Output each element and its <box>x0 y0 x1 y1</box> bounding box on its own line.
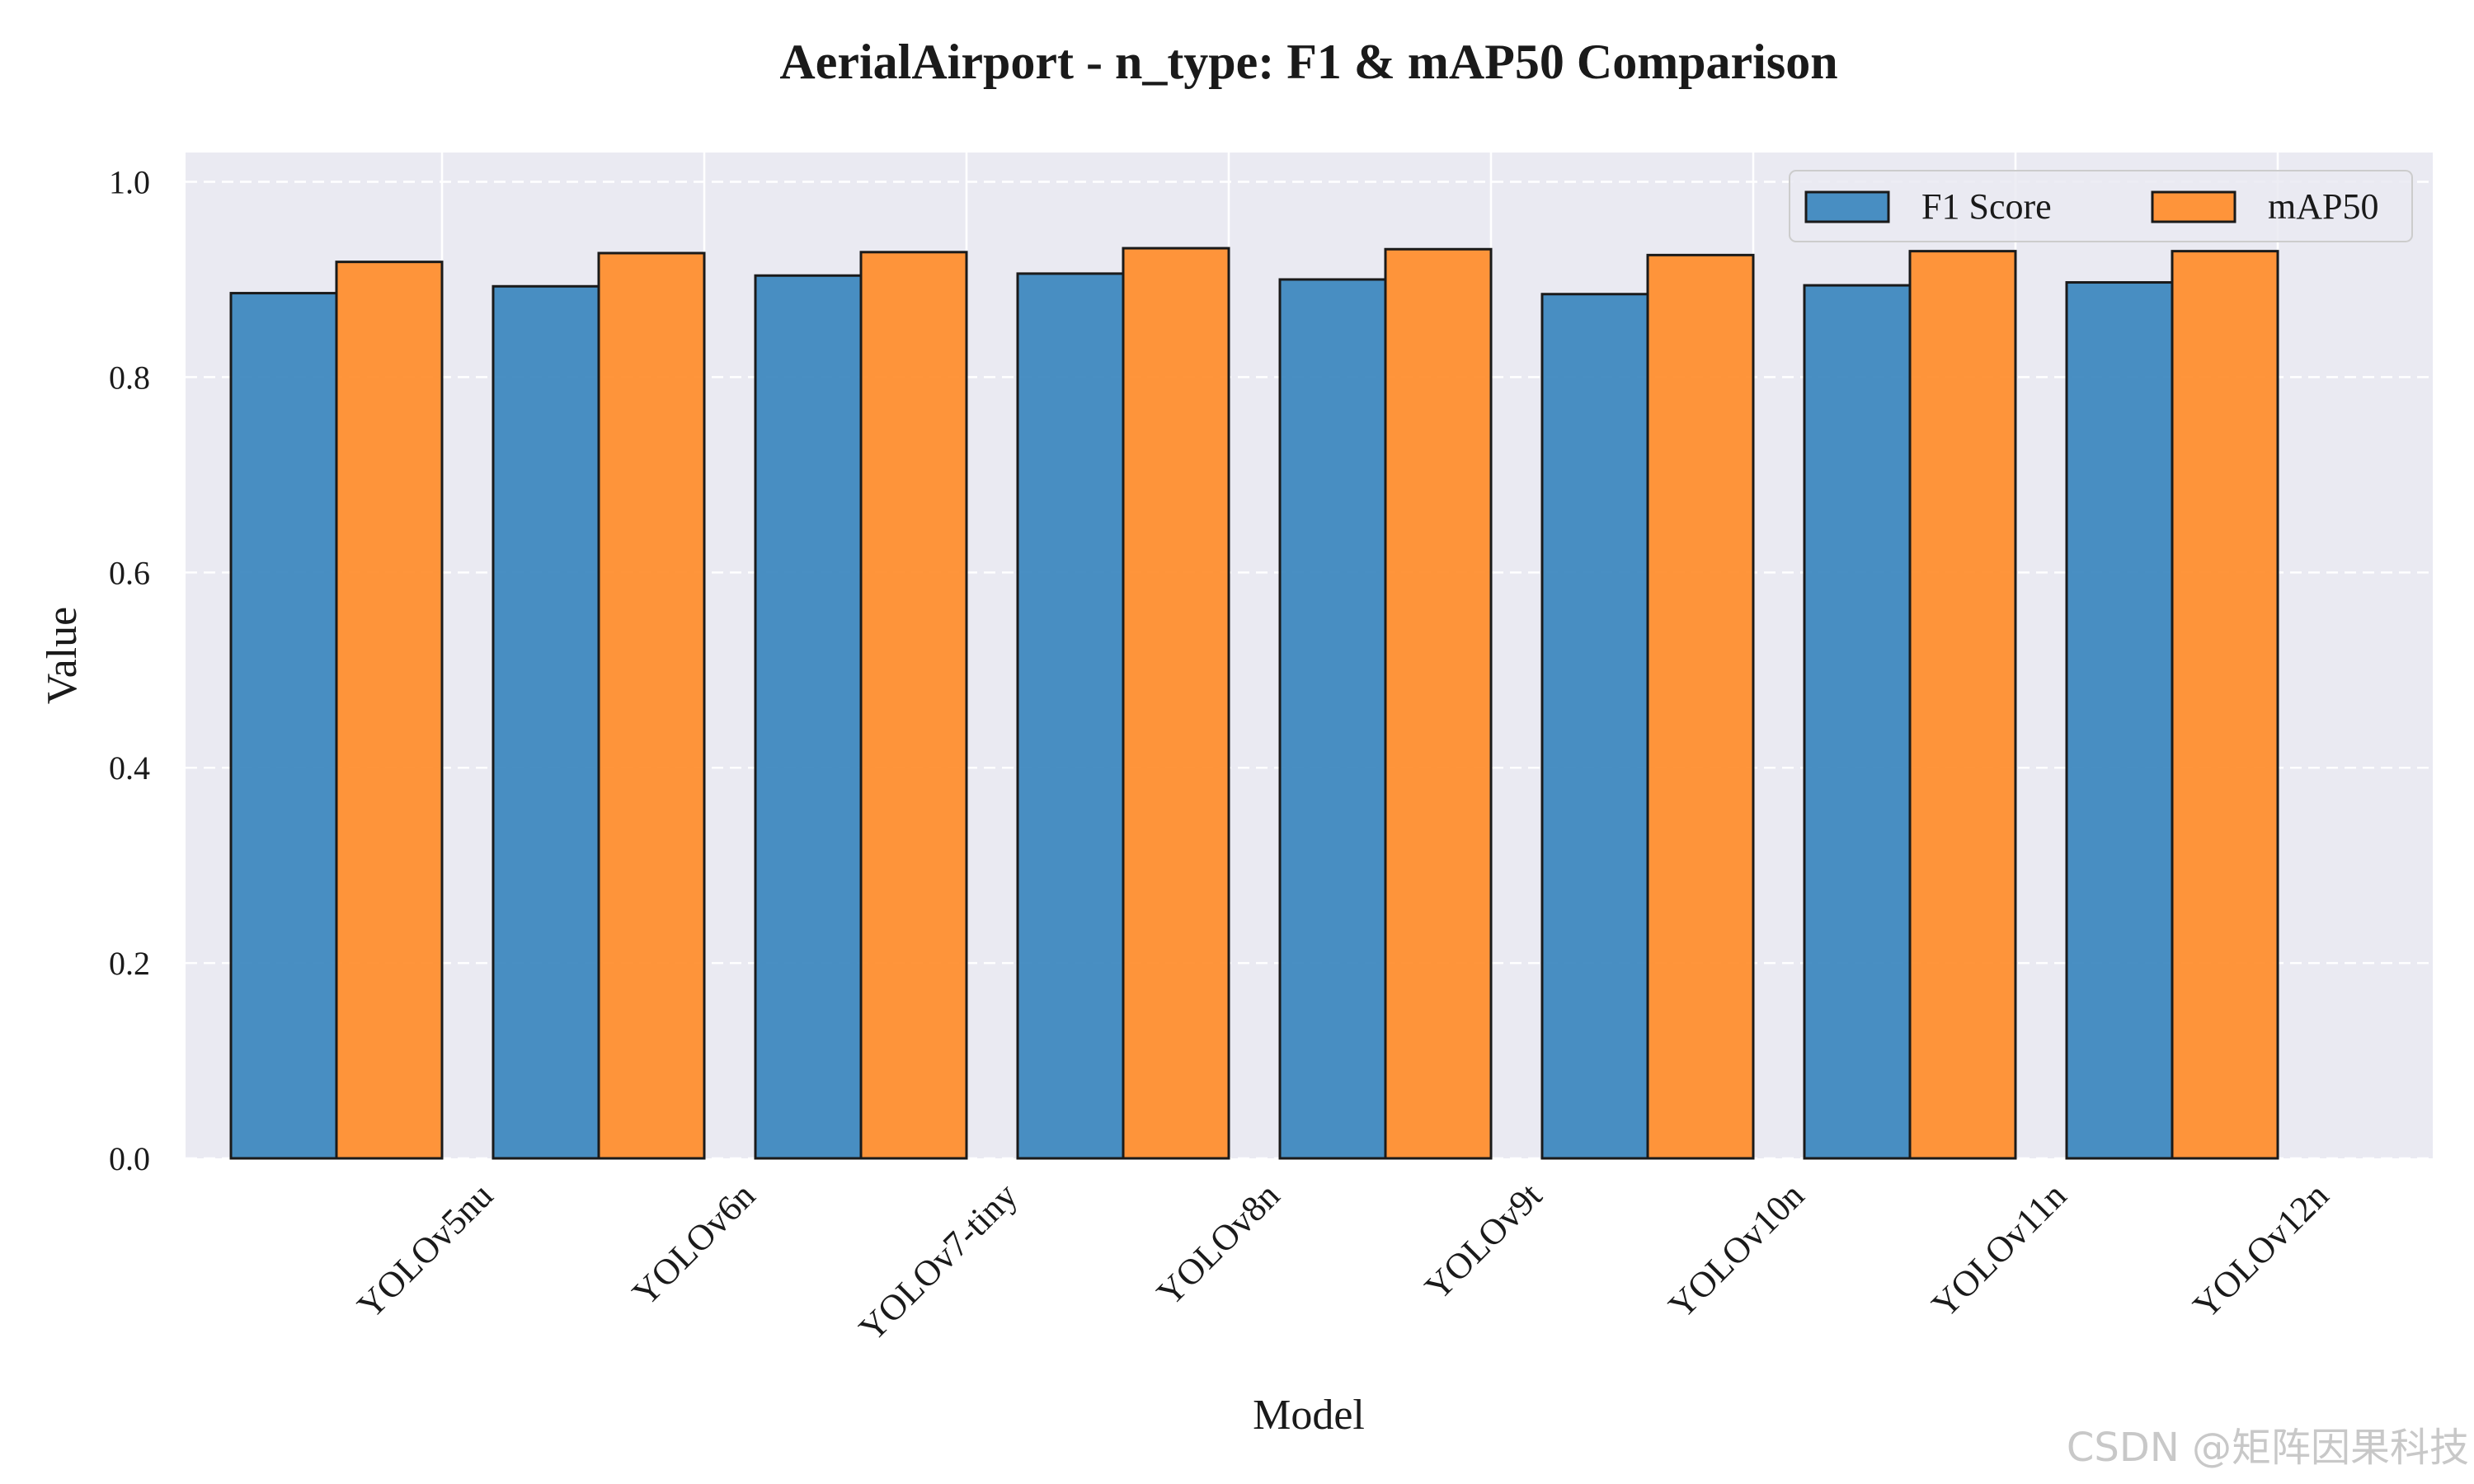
legend-label-f1: F1 Score <box>1921 186 2052 227</box>
legend-swatch-f1 <box>1804 190 1890 223</box>
bar-f1-yolov7-tiny <box>754 274 863 1160</box>
bars-layer <box>229 247 2279 1160</box>
bar-f1-yolov12n <box>2065 281 2174 1160</box>
legend-box <box>1789 170 2413 242</box>
x-ticks: YOLOv5nu YOLOv6n YOLOv7-tiny YOLOv8n YOLOv9t… <box>350 1175 2336 1349</box>
bar-map50-yolov11n <box>1908 250 2017 1160</box>
bar-map50-yolov9t <box>1384 247 1493 1160</box>
x-tick-label: YOLOv12n <box>2185 1175 2336 1326</box>
y-tick-label: 0.0 <box>109 1140 150 1177</box>
x-tick-label: YOLOv8n <box>1149 1175 1287 1313</box>
watermark: CSDN @矩阵因果科技 <box>2066 1425 2469 1471</box>
bar-f1-yolov6n <box>492 284 600 1160</box>
x-axis-label: Model <box>1253 1392 1365 1439</box>
bar-f1-yolov5nu <box>229 292 338 1160</box>
x-tick-label: YOLOv5nu <box>350 1175 501 1326</box>
legend-swatch-map50 <box>2151 190 2236 223</box>
y-tick-label: 0.6 <box>109 554 150 591</box>
bar-map50-yolov6n <box>597 251 706 1160</box>
chart-title: AerialAirport - n_type: F1 & mAP50 Compa… <box>779 35 1837 89</box>
x-tick-label: YOLOv6n <box>624 1175 763 1313</box>
bar-map50-yolov7-tiny <box>859 251 968 1160</box>
x-tick-label: YOLOv11n <box>1924 1175 2074 1325</box>
bar-map50-yolov8n <box>1122 247 1230 1160</box>
bar-f1-yolov10n <box>1540 293 1649 1160</box>
y-tick-label: 1.0 <box>109 164 150 201</box>
y-ticks: 0.0 0.2 0.4 0.6 0.8 1.0 <box>109 164 150 1177</box>
bar-f1-yolov8n <box>1016 272 1125 1160</box>
y-tick-label: 0.2 <box>109 945 150 982</box>
legend-label-map50: mAP50 <box>2268 186 2378 227</box>
x-tick-label: YOLOv7-tiny <box>851 1175 1025 1349</box>
bar-map50-yolov10n <box>1646 253 1755 1160</box>
bar-map50-yolov12n <box>2171 250 2279 1160</box>
y-tick-label: 0.8 <box>109 359 150 396</box>
x-tick-label: YOLOv10n <box>1661 1175 1812 1326</box>
y-axis-label: Value <box>39 607 86 704</box>
y-tick-label: 0.4 <box>109 749 150 787</box>
bar-f1-yolov9t <box>1278 278 1387 1160</box>
legend: F1 Score mAP50 <box>1789 170 2413 242</box>
bar-f1-yolov11n <box>1803 284 1912 1160</box>
x-tick-label: YOLOv9t <box>1417 1175 1550 1308</box>
bar-map50-yolov5nu <box>335 261 444 1160</box>
